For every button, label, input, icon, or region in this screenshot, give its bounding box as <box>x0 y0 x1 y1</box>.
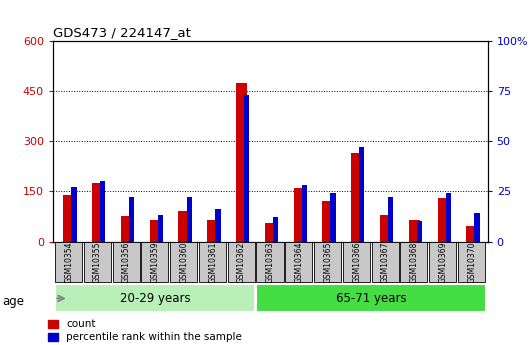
FancyBboxPatch shape <box>285 242 312 282</box>
Bar <box>215 209 220 242</box>
Text: GSM10364: GSM10364 <box>295 241 304 283</box>
FancyBboxPatch shape <box>55 242 82 282</box>
Legend: count, percentile rank within the sample: count, percentile rank within the sample <box>48 319 242 342</box>
Bar <box>121 217 132 241</box>
Text: 65-71 years: 65-71 years <box>335 292 407 305</box>
FancyBboxPatch shape <box>84 242 111 282</box>
Text: GSM10366: GSM10366 <box>352 241 361 283</box>
Text: age: age <box>3 295 25 308</box>
Bar <box>129 197 134 241</box>
Bar <box>100 181 105 241</box>
FancyBboxPatch shape <box>257 242 284 282</box>
Bar <box>322 201 333 242</box>
Text: GSM10362: GSM10362 <box>237 241 246 283</box>
Text: GSM10359: GSM10359 <box>151 241 160 283</box>
Bar <box>265 223 276 241</box>
Bar <box>92 183 103 242</box>
Bar <box>64 195 74 242</box>
FancyBboxPatch shape <box>55 284 255 313</box>
Bar <box>158 216 163 242</box>
FancyBboxPatch shape <box>112 242 139 282</box>
Text: GSM10369: GSM10369 <box>438 241 447 283</box>
Bar <box>466 227 477 242</box>
Bar <box>380 215 391 242</box>
Bar <box>446 194 450 241</box>
Text: GSM10356: GSM10356 <box>122 241 131 283</box>
Bar <box>179 211 189 241</box>
Bar <box>273 217 278 241</box>
FancyBboxPatch shape <box>429 242 456 282</box>
Bar <box>187 197 192 241</box>
Bar <box>409 220 420 242</box>
Text: GSM10365: GSM10365 <box>323 241 332 283</box>
FancyBboxPatch shape <box>257 284 485 313</box>
FancyBboxPatch shape <box>343 242 370 282</box>
FancyBboxPatch shape <box>400 242 428 282</box>
Bar <box>244 96 249 242</box>
Bar <box>359 147 365 242</box>
FancyBboxPatch shape <box>199 242 226 282</box>
Bar <box>474 214 480 242</box>
FancyBboxPatch shape <box>458 242 485 282</box>
Text: GSM10361: GSM10361 <box>208 241 217 283</box>
Bar <box>351 153 362 242</box>
FancyBboxPatch shape <box>170 242 197 282</box>
Text: GSM10368: GSM10368 <box>410 241 419 283</box>
Text: GSM10354: GSM10354 <box>64 241 73 283</box>
Bar <box>302 186 307 242</box>
Bar <box>236 83 247 242</box>
Text: GSM10363: GSM10363 <box>266 241 275 283</box>
Bar <box>207 220 218 242</box>
Text: GSM10367: GSM10367 <box>381 241 390 283</box>
Bar <box>438 198 448 241</box>
FancyBboxPatch shape <box>372 242 399 282</box>
Bar <box>330 194 335 241</box>
FancyBboxPatch shape <box>314 242 341 282</box>
FancyBboxPatch shape <box>142 242 169 282</box>
Bar <box>149 220 161 242</box>
Bar <box>72 187 77 241</box>
FancyBboxPatch shape <box>228 242 255 282</box>
Text: GSM10355: GSM10355 <box>93 241 102 283</box>
Text: GSM10370: GSM10370 <box>467 241 476 283</box>
Bar <box>417 221 422 242</box>
Text: 20-29 years: 20-29 years <box>120 292 190 305</box>
Bar <box>388 197 393 241</box>
Bar <box>294 188 305 241</box>
Text: GDS473 / 224147_at: GDS473 / 224147_at <box>53 26 191 39</box>
Text: GSM10360: GSM10360 <box>180 241 189 283</box>
